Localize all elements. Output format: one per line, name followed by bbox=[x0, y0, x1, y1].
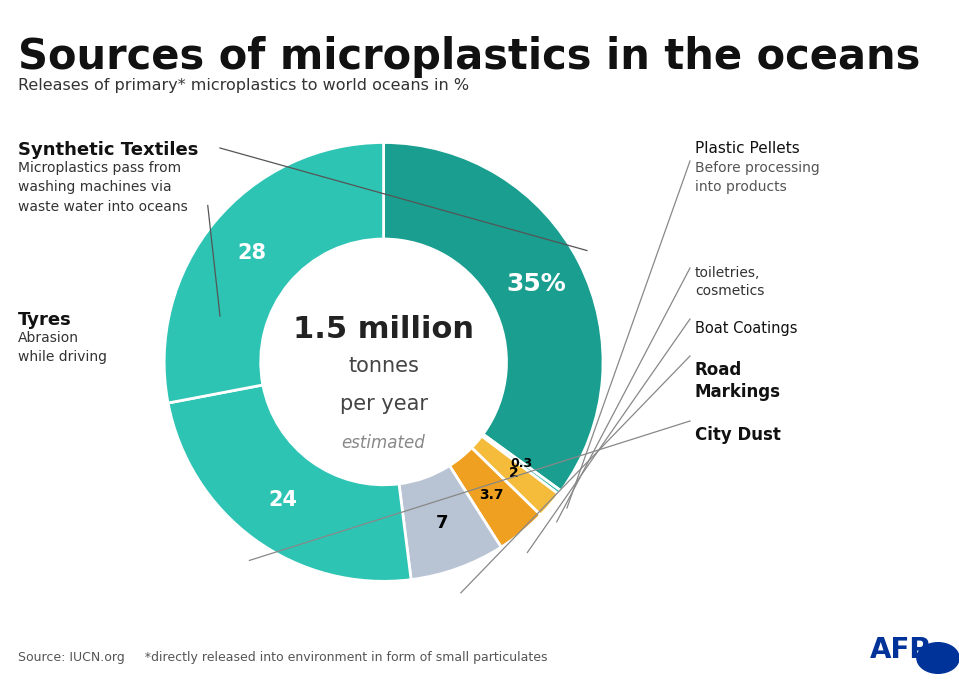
Wedge shape bbox=[384, 143, 603, 491]
Text: 28: 28 bbox=[237, 243, 267, 263]
Text: Microplastics pass from
washing machines via
waste water into oceans: Microplastics pass from washing machines… bbox=[18, 161, 188, 214]
Text: tonnes: tonnes bbox=[348, 356, 419, 377]
Wedge shape bbox=[399, 466, 502, 580]
Text: estimated: estimated bbox=[341, 434, 426, 452]
Wedge shape bbox=[472, 436, 559, 515]
Wedge shape bbox=[168, 385, 411, 581]
Text: Plastic Pellets: Plastic Pellets bbox=[695, 141, 800, 156]
Text: City Dust: City Dust bbox=[695, 426, 781, 444]
Text: Releases of primary* microplastics to world oceans in %: Releases of primary* microplastics to wo… bbox=[18, 78, 469, 93]
Text: Road
Markings: Road Markings bbox=[695, 361, 781, 401]
Wedge shape bbox=[450, 448, 541, 547]
Text: Source: IUCN.org     *directly released into environment in form of small partic: Source: IUCN.org *directly released into… bbox=[18, 651, 548, 664]
Text: Tyres: Tyres bbox=[18, 311, 72, 329]
Text: 7: 7 bbox=[435, 514, 448, 532]
Text: Abrasion
while driving: Abrasion while driving bbox=[18, 331, 107, 365]
Text: Before processing
into products: Before processing into products bbox=[695, 161, 820, 194]
Text: Sources of microplastics in the oceans: Sources of microplastics in the oceans bbox=[18, 36, 921, 78]
Text: per year: per year bbox=[339, 394, 428, 413]
Text: 2: 2 bbox=[508, 466, 518, 480]
Text: Synthetic Textiles: Synthetic Textiles bbox=[18, 141, 199, 159]
Text: 0.3: 0.3 bbox=[510, 457, 532, 470]
Text: 1.5 million: 1.5 million bbox=[293, 315, 474, 344]
Text: 3.7: 3.7 bbox=[480, 488, 503, 502]
Text: AFP: AFP bbox=[870, 636, 930, 664]
Text: 35%: 35% bbox=[506, 272, 566, 296]
Text: toiletries,
cosmetics: toiletries, cosmetics bbox=[695, 266, 764, 299]
Wedge shape bbox=[164, 143, 384, 403]
Wedge shape bbox=[481, 434, 561, 494]
Text: Boat Coatings: Boat Coatings bbox=[695, 321, 798, 336]
Text: 24: 24 bbox=[269, 491, 297, 510]
